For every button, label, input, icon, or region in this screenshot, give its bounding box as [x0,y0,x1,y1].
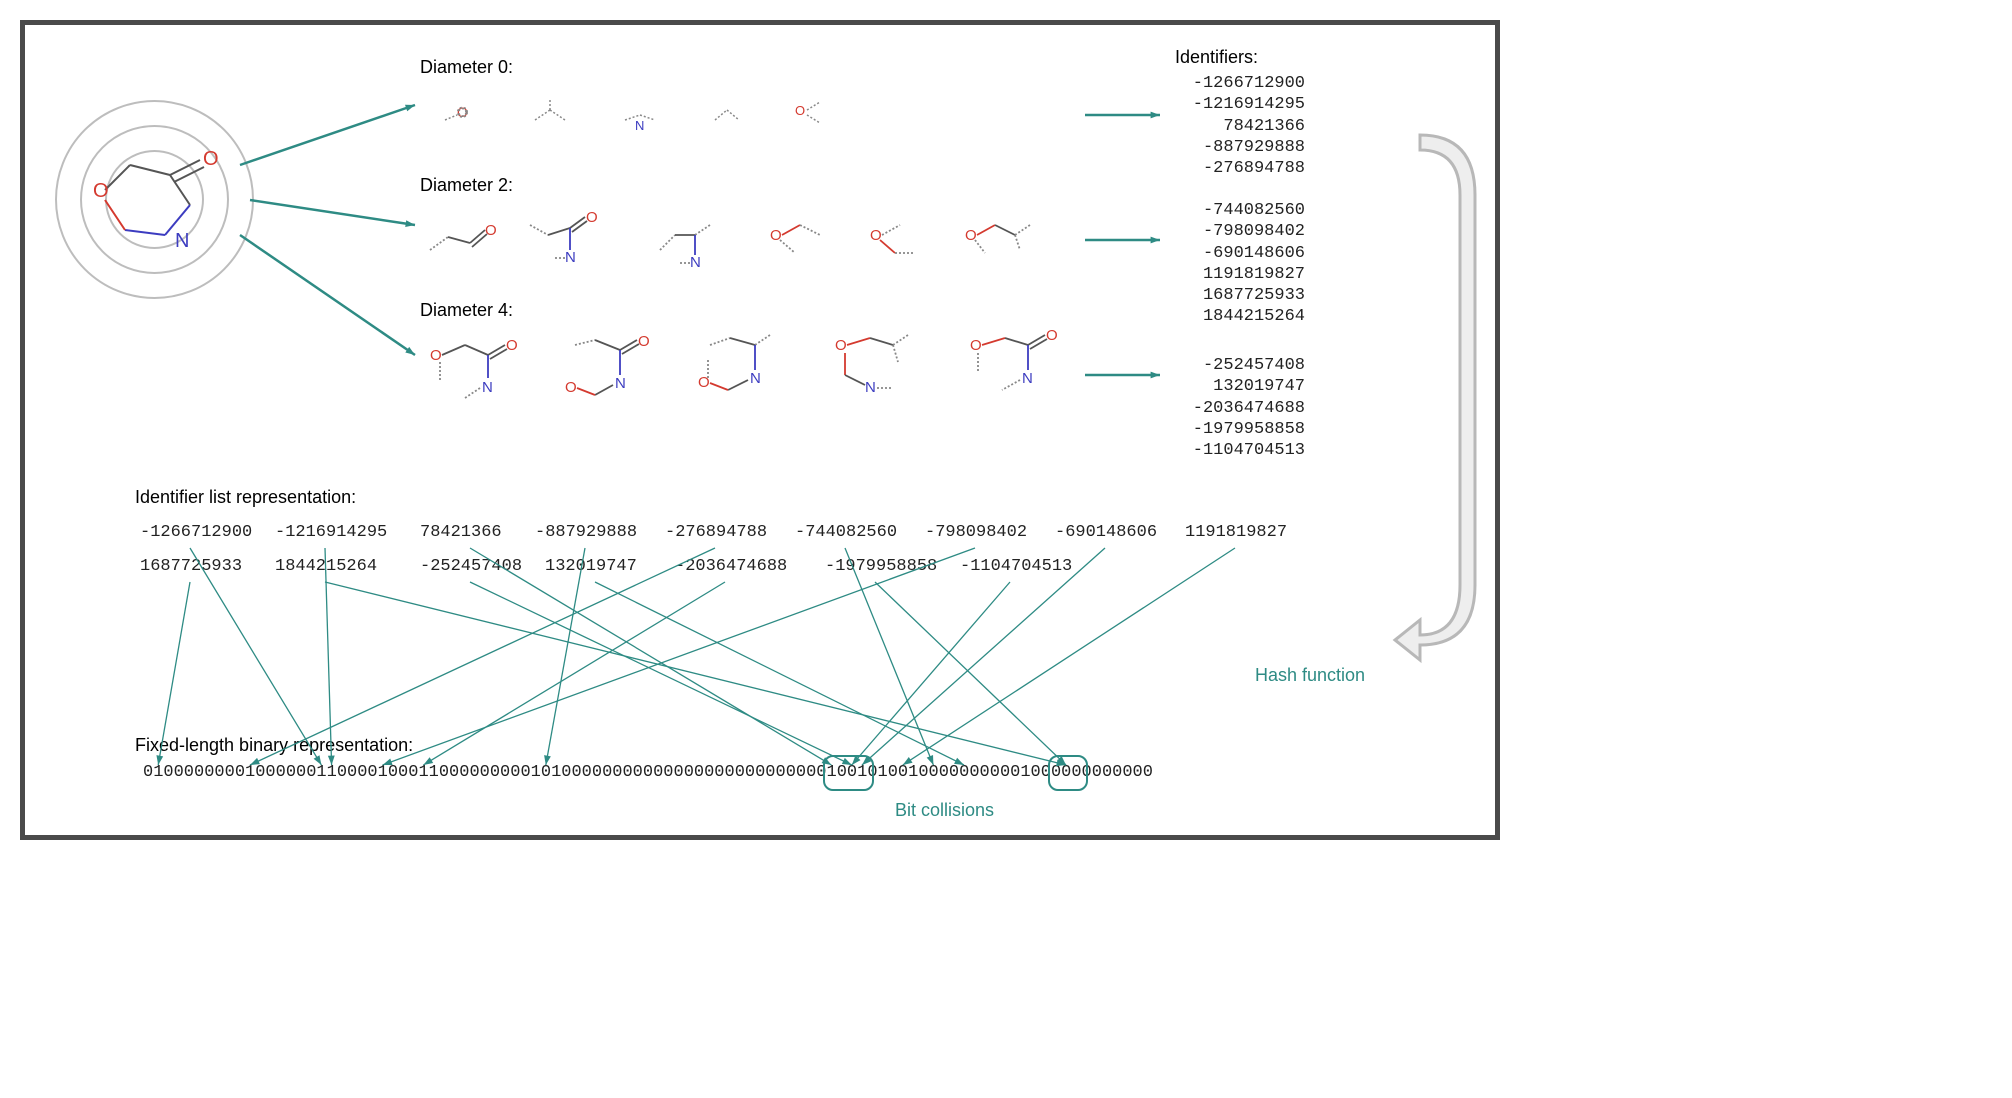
arrows-layer [25,25,1495,835]
diagram-frame: O O N O N O [20,20,1500,840]
collision-highlight [823,755,874,791]
collision-highlight [1048,755,1089,791]
